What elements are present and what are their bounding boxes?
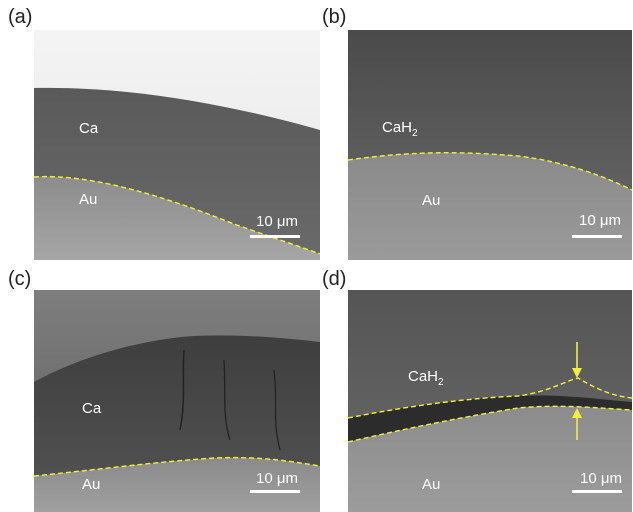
layer-label-top-a: Ca [79, 120, 99, 137]
scale-bar-b [572, 235, 622, 238]
sem-panel-a: Ca Au 10 μm [34, 30, 320, 260]
layer-label-top-c: Ca [82, 400, 102, 417]
sem-image-b [348, 30, 632, 260]
boundary-line-a [34, 175, 320, 255]
panel-label-b: (b) [322, 6, 347, 28]
scale-bar-c [250, 490, 300, 493]
panel-label-d: (d) [322, 268, 347, 290]
layer-label-bottom-d: Au [422, 476, 441, 493]
layer-label-bottom-a: Au [79, 191, 98, 208]
scale-bar-d [572, 490, 622, 493]
sem-panel-d: CaH2 Au 10 μm [348, 290, 632, 512]
panel-label-c: (c) [8, 268, 32, 290]
sem-image-c [34, 290, 320, 512]
layer-label-bottom-c: Au [82, 476, 101, 493]
upper-boundary-line-d [348, 377, 632, 419]
thickness-arrow-down [572, 342, 582, 378]
sem-panel-b: CaH2 Au 10 μm [348, 30, 632, 260]
scale-bar-a [250, 235, 300, 238]
sem-panel-c: Ca Au 10 μm [34, 290, 320, 512]
sem-image-a [34, 30, 320, 260]
layer-label-top-b: CaH2 [382, 119, 418, 139]
scale-label-d: 10 μm [580, 470, 622, 487]
layer-label-top-d: CaH2 [408, 368, 444, 388]
sem-image-d [348, 290, 632, 512]
scale-label-a: 10 μm [256, 213, 298, 230]
layer-label-bottom-b: Au [422, 192, 441, 209]
scale-label-c: 10 μm [256, 470, 298, 487]
lower-boundary-line-d [348, 405, 632, 443]
thickness-arrow-up [572, 408, 582, 440]
boundary-line-c [34, 456, 320, 477]
scale-label-b: 10 μm [579, 212, 621, 229]
boundary-line-b [348, 152, 632, 191]
panel-label-a: (a) [8, 6, 33, 28]
